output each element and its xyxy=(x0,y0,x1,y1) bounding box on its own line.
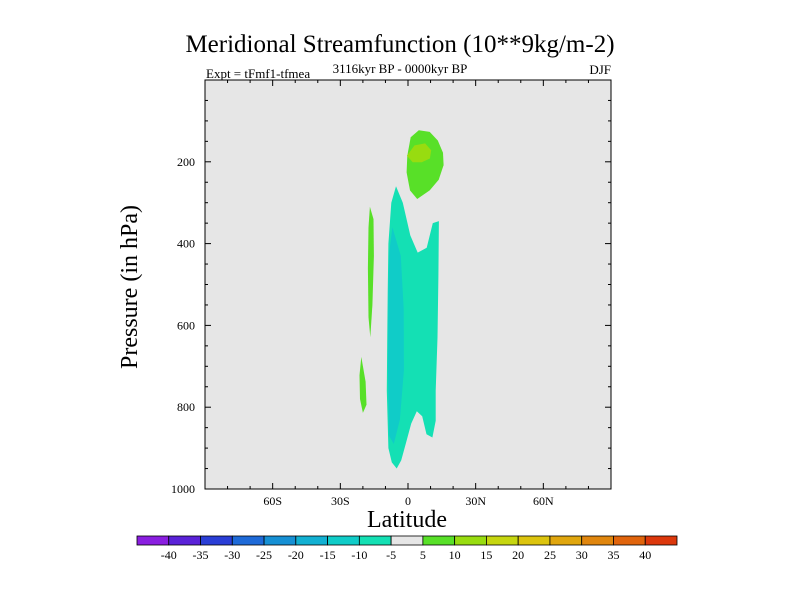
colorbar-swatch xyxy=(422,535,456,546)
colorbar-swatch xyxy=(200,535,233,546)
colorbar-swatch xyxy=(644,535,678,546)
y-tick-label: 800 xyxy=(177,400,195,414)
colorbar-label: -5 xyxy=(386,548,396,562)
colorbar-swatch xyxy=(168,535,201,546)
colorbar-swatch xyxy=(549,535,583,546)
colorbar-label: 15 xyxy=(480,548,492,562)
chart-title: Meridional Streamfunction (10**9kg/m-2) xyxy=(185,31,615,58)
colorbar-swatch xyxy=(263,535,297,546)
colorbar-swatch xyxy=(613,535,646,546)
colorbar-swatch xyxy=(358,535,392,546)
contour-region-2 xyxy=(367,206,374,338)
y-tick-label: 1000 xyxy=(171,482,195,496)
colorbar-swatch xyxy=(231,535,265,546)
x-tick-label: 60N xyxy=(533,494,554,508)
colorbar-label: -40 xyxy=(161,548,177,562)
y-tick-label: 600 xyxy=(177,318,195,332)
colorbar-swatch xyxy=(454,535,487,546)
y-tick-label: 400 xyxy=(177,237,195,251)
time-range-label: 3116kyr BP - 0000kyr BP xyxy=(332,61,468,76)
colorbar-label: 5 xyxy=(420,548,426,562)
season-label: DJF xyxy=(589,62,611,77)
colorbar-label: -15 xyxy=(320,548,336,562)
experiment-label: Expt = tFmf1-tfmea xyxy=(206,66,311,81)
x-axis-label: Latitude xyxy=(367,507,447,533)
colorbar-swatch xyxy=(295,535,328,546)
colorbar-label: 40 xyxy=(639,548,651,562)
colorbar-swatch xyxy=(390,535,424,546)
x-tick-label: 30S xyxy=(331,494,350,508)
colorbar-label: 20 xyxy=(512,548,524,562)
colorbar-swatch xyxy=(136,535,170,546)
colorbar-label: 30 xyxy=(576,548,588,562)
colorbar-swatch xyxy=(581,535,614,546)
colorbar-label: 25 xyxy=(544,548,556,562)
colorbar-swatch xyxy=(486,535,519,546)
colorbar-label: -20 xyxy=(288,548,304,562)
contour-region-3 xyxy=(359,356,367,413)
y-axis-label: Pressure (in hPa) xyxy=(117,205,143,369)
colorbar-label: -10 xyxy=(351,548,367,562)
colorbar-label: 35 xyxy=(607,548,619,562)
y-tick-label: 200 xyxy=(177,155,195,169)
colorbar-label: -30 xyxy=(224,548,240,562)
x-tick-label: 30N xyxy=(465,494,486,508)
contour-region-1 xyxy=(406,143,432,163)
colorbar-label: 10 xyxy=(449,548,461,562)
colorbar-label: -35 xyxy=(193,548,209,562)
x-tick-label: 60S xyxy=(263,494,282,508)
x-tick-label: 0 xyxy=(405,494,411,508)
contour-region-5 xyxy=(387,227,404,444)
colorbar-swatch xyxy=(517,535,551,546)
colorbar-label: -25 xyxy=(256,548,272,562)
colorbar-swatch xyxy=(327,535,360,546)
